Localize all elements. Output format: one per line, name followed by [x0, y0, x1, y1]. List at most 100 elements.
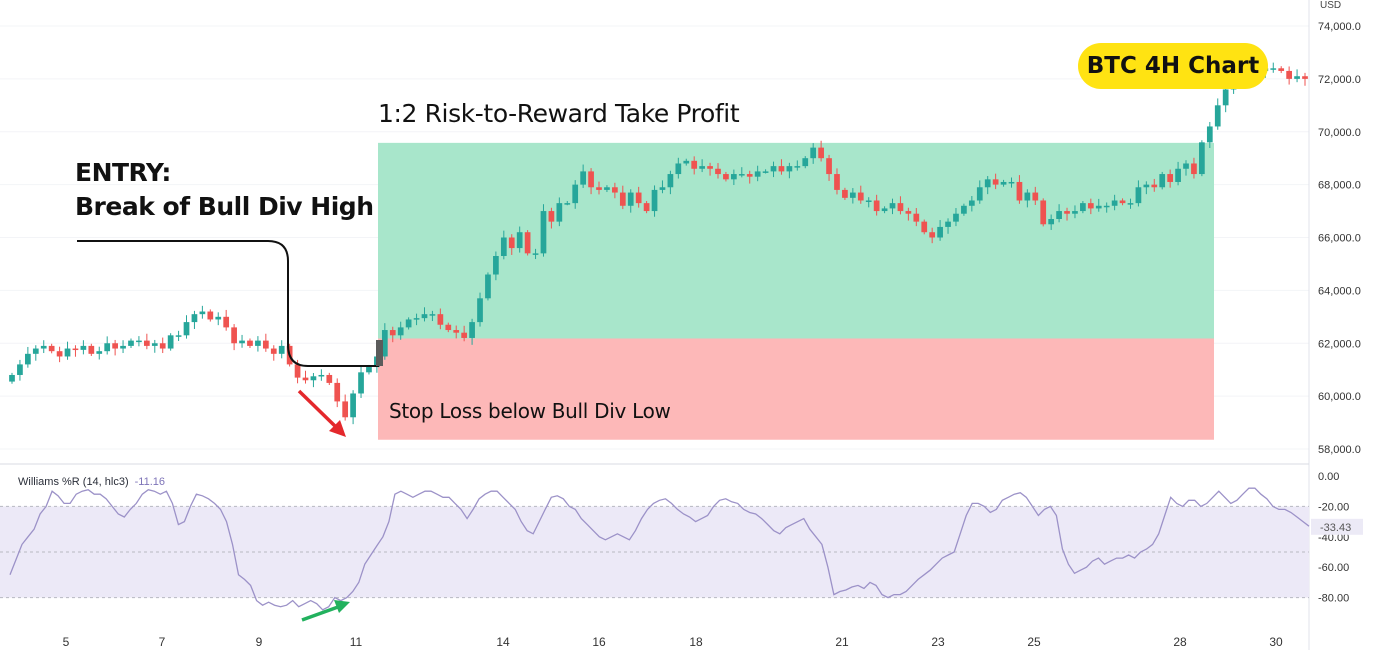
- candle-down: [596, 187, 602, 190]
- candle-up: [1072, 211, 1078, 214]
- take-profit-annotation: 1:2 Risk-to-Reward Take Profit: [378, 99, 740, 128]
- candle-up: [937, 226, 943, 238]
- time-tick-label: 5: [63, 635, 70, 649]
- chart-title-badge: BTC 4H Chart: [1078, 43, 1268, 89]
- price-axis[interactable]: 74,000.0 72,000.0 70,000.0 68,000.0 66,000.0…: [1308, 0, 1361, 650]
- candle-up: [1111, 200, 1118, 206]
- candle-up: [239, 340, 245, 344]
- candle-down: [1278, 68, 1285, 71]
- candle-down: [842, 189, 848, 198]
- candle-up: [215, 316, 222, 320]
- candle-up: [667, 174, 674, 188]
- candle-up: [659, 187, 666, 190]
- candle-down: [524, 232, 531, 254]
- candle-up: [318, 374, 325, 377]
- candle-up: [675, 163, 682, 175]
- candle-up: [191, 314, 198, 323]
- candle-up: [1270, 68, 1277, 70]
- candle-down: [635, 192, 642, 204]
- candle-down: [778, 166, 785, 172]
- candle-down: [1167, 174, 1174, 182]
- candle-down: [723, 174, 729, 180]
- candle-up: [556, 203, 563, 222]
- candle-up: [532, 253, 539, 255]
- indicator-title: Williams %R (14, hlc3): [18, 476, 129, 488]
- williams-r-axis[interactable]: 0.00-20.00-40.00-60.00-80.00-33.43: [1311, 471, 1363, 605]
- candle-down: [1040, 200, 1047, 225]
- risk-reward-zones: [378, 142, 1214, 440]
- candle-down: [56, 351, 63, 357]
- entry-annotation-title: ENTRY:: [75, 158, 171, 187]
- candle-up: [1294, 76, 1300, 79]
- time-tick-label: 9: [256, 635, 263, 649]
- candle-up: [1222, 89, 1229, 106]
- candle-down: [1151, 184, 1158, 188]
- candle-down: [873, 200, 880, 212]
- candle-down: [1191, 163, 1197, 175]
- entry-candle-highlight: [376, 340, 383, 366]
- candle-up: [405, 319, 412, 328]
- candle-up: [564, 203, 571, 205]
- candle-down: [897, 203, 904, 212]
- candle-down: [88, 345, 95, 354]
- williams-r-line: [9, 487, 1310, 611]
- candle-up: [738, 174, 745, 176]
- candle-up: [40, 345, 47, 349]
- candle-down: [508, 237, 515, 249]
- candle-up: [810, 147, 817, 159]
- candle-up: [17, 364, 23, 375]
- candle-up: [104, 343, 111, 352]
- candle-up: [1199, 142, 1205, 175]
- candle-down: [143, 340, 150, 346]
- time-axis[interactable]: 5 7 9 11 14 16 18 21 23 25 28 30: [63, 635, 1283, 649]
- candle-up: [366, 367, 372, 373]
- indicator-tick-label: -80.00: [1318, 593, 1349, 605]
- indicator-legend[interactable]: Williams %R (14, hlc3) -11.16: [18, 476, 165, 488]
- candle-up: [961, 205, 967, 214]
- candle-down: [247, 340, 253, 346]
- candle-down: [207, 311, 214, 320]
- candle-up: [350, 393, 356, 418]
- price-tick-label: 60,000.0: [1318, 391, 1361, 403]
- candle-down: [1032, 192, 1039, 201]
- stop-loss-annotation: Stop Loss below Bull Div Low: [389, 399, 671, 423]
- candle-up: [1175, 168, 1181, 182]
- candle-up: [984, 179, 991, 188]
- candle-down: [270, 348, 277, 354]
- candle-down: [1016, 181, 1023, 201]
- stop-loss-zone: [378, 338, 1214, 440]
- entry-guide-path: [77, 240, 379, 367]
- candle-up: [786, 166, 793, 172]
- indicator-last-value-tag: [1311, 518, 1363, 535]
- price-tick-label: 68,000.0: [1318, 180, 1361, 192]
- price-tick-label: 58,000.0: [1318, 444, 1361, 456]
- candle-up: [976, 187, 983, 201]
- indicator-up-arrow: [301, 605, 339, 622]
- price-down-arrow: [297, 389, 338, 429]
- time-tick-label: 23: [931, 635, 945, 649]
- candle-down: [548, 211, 555, 222]
- candle-up: [802, 158, 809, 167]
- candle-down: [857, 192, 864, 201]
- candle-up: [1103, 205, 1110, 208]
- candle-up: [572, 184, 579, 204]
- indicator-current-value: -11.16: [134, 476, 166, 488]
- candle-up: [945, 221, 951, 227]
- time-tick-label: 7: [159, 635, 166, 649]
- candle-down: [1302, 76, 1308, 79]
- candle-up: [469, 322, 475, 338]
- candle-up: [968, 200, 975, 206]
- indicator-tick-label: -60.00: [1318, 562, 1349, 574]
- candle-down: [905, 211, 912, 214]
- entry-annotation-text: Break of Bull Div High: [75, 192, 374, 221]
- candle-up: [683, 160, 690, 164]
- candle-up: [762, 171, 769, 173]
- candle-up: [9, 374, 15, 382]
- candle-down: [445, 324, 452, 331]
- candle-up: [25, 353, 31, 365]
- price-tick-label: 70,000.0: [1318, 127, 1361, 139]
- candle-up: [151, 343, 158, 346]
- candle-up: [167, 335, 174, 349]
- candle-up: [627, 192, 634, 206]
